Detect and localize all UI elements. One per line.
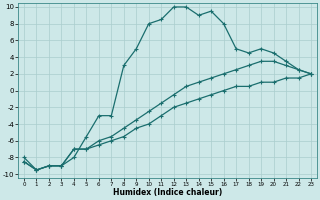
X-axis label: Humidex (Indice chaleur): Humidex (Indice chaleur) <box>113 188 222 197</box>
